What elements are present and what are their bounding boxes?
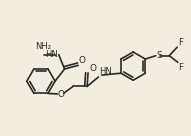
Text: NH₂: NH₂ [35,42,51,51]
Text: F: F [179,63,183,72]
Text: O: O [79,56,86,65]
Text: F: F [178,38,183,47]
Text: O: O [89,64,96,72]
Text: O: O [57,90,64,99]
Text: HN: HN [45,50,58,59]
Text: HN: HN [99,67,112,76]
Text: S: S [156,51,162,60]
